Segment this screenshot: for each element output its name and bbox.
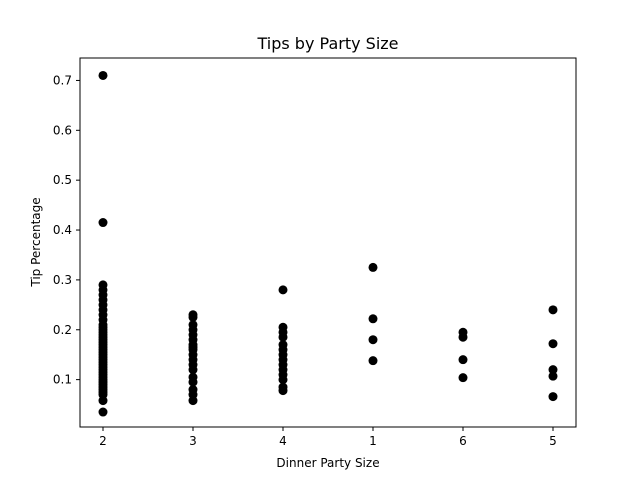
chart-title: Tips by Party Size xyxy=(257,34,399,53)
y-tick-label: 0.6 xyxy=(53,123,72,137)
data-point xyxy=(278,332,288,342)
y-tick-label: 0.4 xyxy=(53,223,72,237)
data-point xyxy=(98,218,108,228)
y-axis-label: Tip Percentage xyxy=(29,197,43,287)
data-point xyxy=(458,355,468,365)
data-point xyxy=(368,314,378,324)
x-tick-label: 3 xyxy=(189,434,197,448)
data-point xyxy=(368,335,378,345)
data-point xyxy=(278,386,288,396)
data-point xyxy=(98,396,108,406)
y-tick-label: 0.1 xyxy=(53,373,72,387)
y-tick-label: 0.3 xyxy=(53,273,72,287)
data-point xyxy=(548,305,558,315)
data-point xyxy=(548,392,558,402)
data-point xyxy=(98,407,108,417)
data-points xyxy=(98,70,558,417)
data-point xyxy=(548,339,558,349)
data-point xyxy=(278,375,288,385)
data-point xyxy=(188,312,198,322)
data-point xyxy=(548,371,558,381)
x-axis-ticks: 2 3 4 1 6 5 xyxy=(99,427,557,448)
data-point xyxy=(98,70,108,80)
y-axis-ticks: 0.1 0.2 0.3 0.4 0.5 0.6 0.7 xyxy=(53,73,80,387)
data-point xyxy=(188,365,198,375)
plot-frame xyxy=(79,57,577,428)
y-tick-label: 0.2 xyxy=(53,323,72,337)
x-tick-label: 6 xyxy=(459,434,467,448)
data-point xyxy=(458,373,468,383)
data-point xyxy=(278,285,288,295)
x-tick-label: 1 xyxy=(369,434,377,448)
data-point xyxy=(458,332,468,342)
y-tick-label: 0.5 xyxy=(53,173,72,187)
data-point xyxy=(188,396,198,406)
data-point xyxy=(548,365,558,375)
data-point xyxy=(188,377,198,387)
x-tick-label: 4 xyxy=(279,434,287,448)
x-tick-label: 2 xyxy=(99,434,107,448)
y-tick-label: 0.7 xyxy=(53,73,72,87)
data-point xyxy=(368,356,378,366)
x-axis-label: Dinner Party Size xyxy=(276,456,379,470)
data-point xyxy=(368,262,378,272)
x-tick-label: 5 xyxy=(549,434,557,448)
